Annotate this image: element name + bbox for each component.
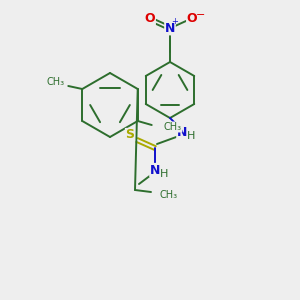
Text: H: H [187, 131, 195, 141]
Text: +: + [172, 17, 178, 26]
Text: O: O [145, 11, 155, 25]
Text: CH₃: CH₃ [46, 77, 64, 87]
Text: CH₃: CH₃ [164, 122, 182, 132]
Text: N: N [177, 125, 187, 139]
Text: O: O [187, 11, 197, 25]
Text: CH₃: CH₃ [160, 190, 178, 200]
Text: −: − [196, 10, 206, 20]
Text: S: S [125, 128, 134, 142]
Text: N: N [165, 22, 175, 34]
Text: H: H [160, 169, 168, 179]
Text: N: N [150, 164, 160, 176]
